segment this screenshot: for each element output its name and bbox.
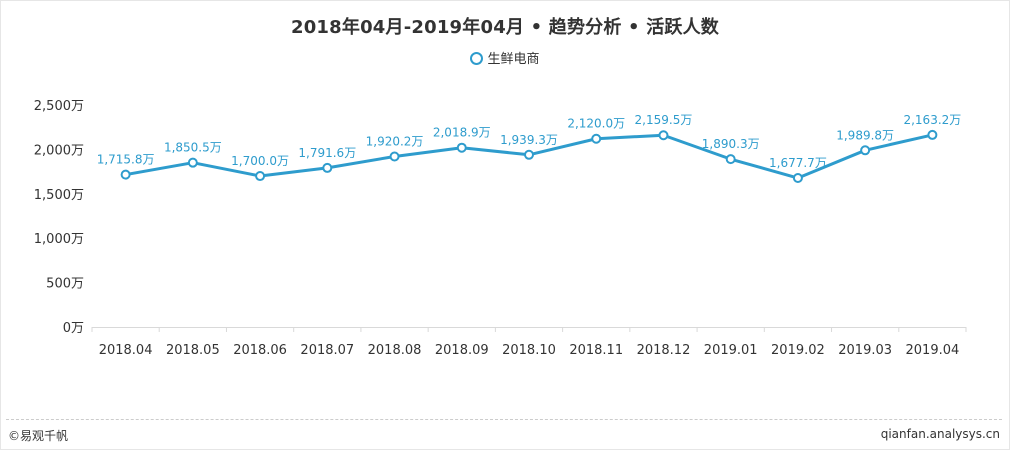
y-tick-label: 1,000万: [34, 232, 84, 247]
y-tick-label: 500万: [46, 277, 84, 292]
data-label: 1,920.2万: [366, 134, 424, 148]
data-point: [120, 169, 131, 180]
x-tick-label: 2018.11: [569, 343, 623, 358]
legend[interactable]: 生鲜电商: [0, 48, 1010, 67]
x-tick-label: 2018.07: [300, 343, 354, 358]
y-tick-label: 1,500万: [34, 188, 84, 203]
data-point: [927, 129, 938, 140]
footer-divider: [6, 419, 1002, 420]
x-tick-label: 2019.01: [704, 343, 758, 358]
data-point: [322, 162, 333, 173]
x-tick-label: 2019.03: [838, 343, 892, 358]
data-point: [725, 154, 736, 165]
x-tick-label: 2018.10: [502, 343, 556, 358]
data-point: [187, 157, 198, 168]
x-tick-label: 2018.04: [99, 343, 153, 358]
y-tick-label: 0万: [63, 321, 84, 336]
data-point: [591, 133, 602, 144]
x-tick-label: 2018.08: [368, 343, 422, 358]
x-tick-label: 2019.02: [771, 343, 825, 358]
chart-title: 2018年04月-2019年04月 • 趋势分析 • 活跃人数: [290, 17, 720, 38]
data-label: 1,890.3万: [702, 137, 760, 151]
data-point: [389, 151, 400, 162]
data-point: [255, 171, 266, 182]
legend-circle-icon: [470, 52, 484, 65]
data-point: [524, 149, 534, 160]
data-label: 1,791.6万: [298, 146, 356, 160]
x-tick-label: 2018.05: [166, 343, 220, 358]
y-tick-label: 2,500万: [34, 99, 84, 114]
data-point: [792, 173, 803, 184]
data-label: 1,989.8万: [836, 128, 894, 142]
data-label: 1,677.7万: [769, 156, 827, 170]
y-tick-label: 2,000万: [34, 143, 84, 158]
data-label: 1,939.3万: [500, 133, 558, 147]
data-label: 2,163.2万: [903, 113, 961, 127]
x-tick-label: 2018.09: [435, 343, 489, 358]
data-point: [456, 142, 467, 153]
data-label: 2,159.5万: [635, 113, 693, 127]
footer-source-url: qianfan.analysys.cn: [880, 427, 1000, 441]
x-tick-label: 2018.06: [233, 343, 287, 358]
x-tick-label: 2018.12: [637, 343, 691, 358]
data-label: 1,700.0万: [231, 154, 289, 168]
data-label: 1,715.8万: [97, 153, 155, 167]
legend-label: 生鲜电商: [487, 52, 540, 67]
footer-brand: ©易观千帆: [8, 429, 69, 443]
x-tick-label: 2019.04: [906, 343, 960, 358]
data-label: 2,018.9万: [433, 126, 491, 140]
data-point: [658, 130, 669, 141]
data-point: [860, 145, 871, 156]
data-label: 1,850.5万: [164, 141, 222, 155]
data-label: 2,120.0万: [567, 117, 625, 131]
